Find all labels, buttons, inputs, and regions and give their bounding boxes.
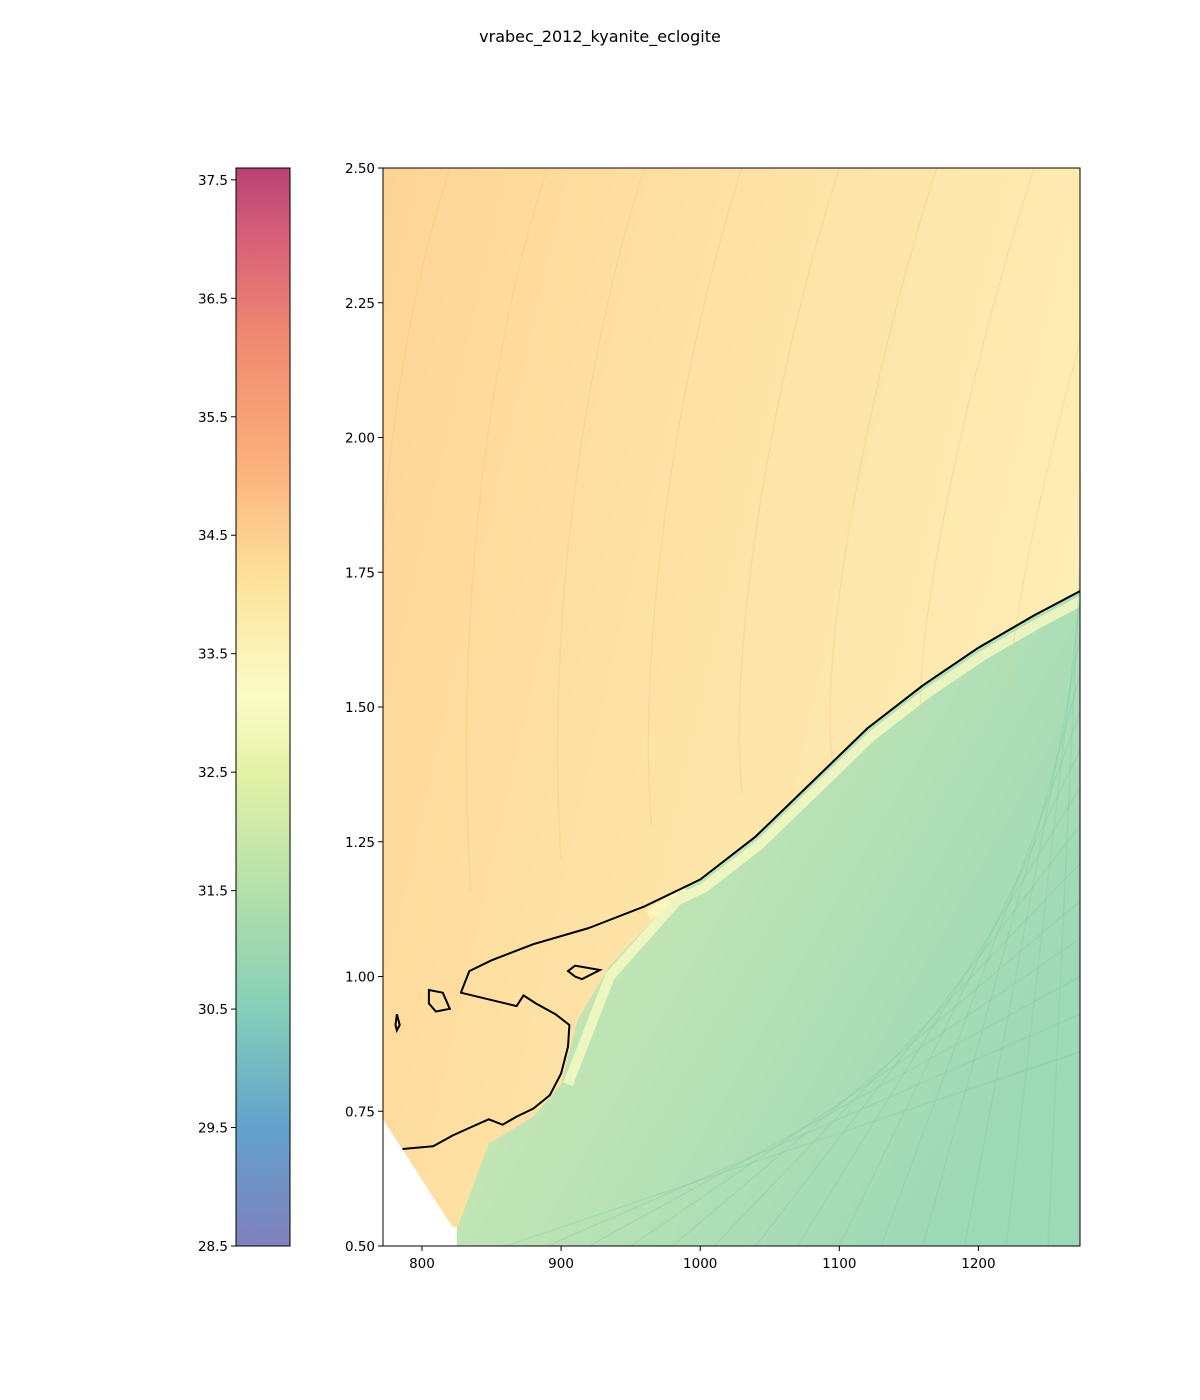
iso-line [838, 749, 1080, 1246]
boundary-island [566, 964, 604, 981]
blank-corner [383, 1119, 457, 1246]
iso-line [546, 1013, 1080, 1246]
iso-line [647, 168, 743, 826]
iso-line [755, 825, 1080, 1246]
colorbar-tick-label: 33.5 [198, 647, 228, 663]
iso-line [738, 168, 840, 794]
x-tick-label: 1100 [822, 1256, 856, 1272]
iso-line [963, 636, 1080, 1246]
iso-line [383, 168, 451, 544]
boundary-island [427, 988, 452, 1013]
iso-line [465, 168, 548, 891]
colorbar-tick-label: 28.5 [198, 1239, 228, 1255]
colorbar-tick-label: 32.5 [198, 765, 228, 781]
colorbar-tick-label: 37.5 [198, 173, 228, 189]
iso-line [588, 975, 1080, 1246]
y-tick-label: 2.50 [345, 161, 375, 177]
x-tick-label: 1200 [961, 1256, 995, 1272]
y-tick-label: 2.00 [345, 431, 375, 447]
x-tick-label: 1000 [683, 1256, 717, 1272]
iso-line [671, 900, 1080, 1246]
iso-line [1005, 599, 1080, 1246]
colorbar-tick-label: 30.5 [198, 1002, 228, 1018]
y-tick-label: 1.00 [345, 970, 375, 986]
iso-line [1047, 561, 1080, 1246]
boundary-island [394, 1013, 401, 1034]
colorbar-tick-label: 34.5 [198, 528, 228, 544]
lower-field [456, 591, 1080, 1246]
iso-line [630, 938, 1080, 1246]
colorbar-ticks: 28.5 29.5 30.5 31.5 32.5 33.5 34.5 35.5 36.5 37.5 [198, 173, 236, 1255]
boundary-islands [394, 964, 604, 1034]
x-tick-label: 800 [409, 1256, 435, 1272]
boundary-line [402, 590, 1080, 1150]
x-axis: 800 900 1000 1100 1200 [409, 1246, 996, 1272]
y-tick-label: 1.50 [345, 700, 375, 716]
colorbar-tick-label: 36.5 [198, 291, 228, 307]
colorbar: 28.5 29.5 30.5 31.5 32.5 33.5 34.5 35.5 36.5 37.5 [198, 167, 291, 1255]
chart-title: vrabec_2012_kyanite_eclogite [479, 27, 721, 47]
colorbar-gradient [235, 167, 291, 1247]
iso-line [797, 787, 1080, 1246]
y-tick-label: 1.75 [345, 565, 375, 581]
y-tick-label: 0.50 [345, 1239, 375, 1255]
x-tick-label: 900 [548, 1256, 574, 1272]
y-axis: 0.50 0.75 1.00 1.25 1.50 1.75 2.00 2.25 2.50 [345, 161, 383, 1255]
iso-line [1010, 339, 1080, 697]
colorbar-tick-label: 29.5 [198, 1121, 228, 1137]
transition-band [563, 595, 1080, 1087]
iso-line [922, 674, 1080, 1246]
iso-line [713, 862, 1080, 1246]
colorbar-tick-label: 31.5 [198, 884, 228, 900]
iso-line [829, 168, 938, 761]
iso-line [556, 168, 646, 858]
y-tick-label: 0.75 [345, 1104, 375, 1120]
plot-area: 800 900 1000 1100 1200 0.50 0.75 1.00 1.25 1.50 1… [345, 161, 1200, 1272]
colorbar-tick-label: 35.5 [198, 410, 228, 426]
iso-line [505, 1051, 1080, 1246]
iso-line [880, 712, 1080, 1246]
y-tick-label: 1.25 [345, 835, 375, 851]
y-tick-label: 2.25 [345, 296, 375, 312]
iso-line [1102, 168, 1200, 664]
